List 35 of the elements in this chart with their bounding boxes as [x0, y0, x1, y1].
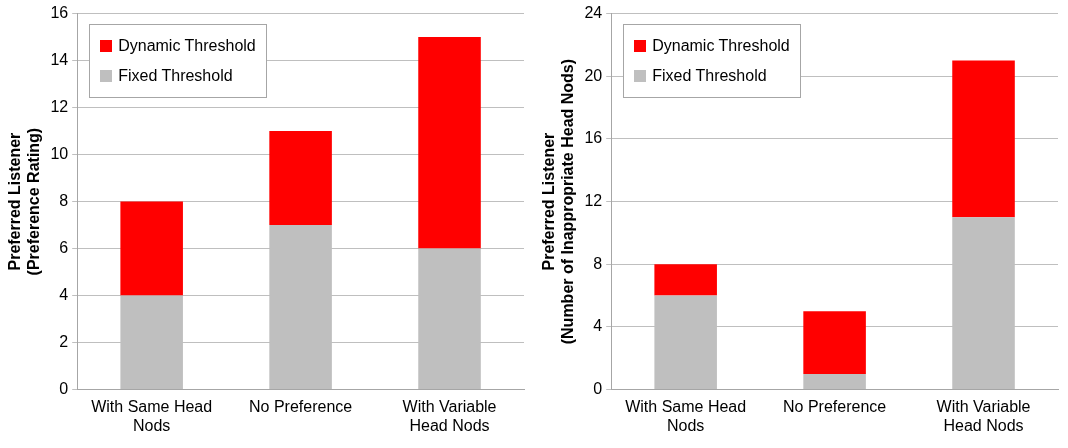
- bar: [418, 37, 481, 249]
- y-tick-label: 8: [593, 254, 603, 272]
- x-tick-label: With Variable Head Nods: [402, 397, 497, 434]
- bar: [952, 60, 1015, 218]
- y-tick-label: 12: [50, 98, 69, 116]
- legend-label: Fixed Threshold: [118, 66, 233, 85]
- legend-label: Fixed Threshold: [652, 66, 767, 85]
- y-tick-label: 12: [584, 192, 603, 210]
- y-tick-label: 0: [593, 380, 603, 398]
- y-tick-label: 10: [50, 145, 69, 163]
- y-tick-label: 8: [59, 192, 69, 210]
- bar: [803, 373, 866, 390]
- y-tick-label: 6: [59, 239, 69, 257]
- x-tick-label: No Preference: [783, 397, 887, 415]
- y-tick-label: 16: [584, 129, 603, 147]
- y-tick-label: 14: [50, 51, 69, 69]
- y-tick-label: 2: [59, 333, 69, 351]
- x-tick-label: With Same Head Nods: [625, 397, 747, 434]
- y-tick-label: 4: [59, 286, 69, 304]
- bar: [120, 201, 183, 296]
- bar: [269, 131, 332, 226]
- y-axis-title: Preferred Listener (Number of Inappropriate Head Nods): [540, 58, 577, 345]
- legend-label: Dynamic Threshold: [118, 36, 256, 55]
- y-tick-label: 20: [584, 66, 603, 84]
- legend-label: Dynamic Threshold: [652, 36, 790, 55]
- y-axis-title: Preferred Listener (Preference Rating): [6, 127, 43, 276]
- x-tick-label: With Same Head Nods: [91, 397, 213, 434]
- y-tick-label: 16: [50, 4, 69, 22]
- y-tick-label: 24: [584, 4, 603, 22]
- x-tick-label: No Preference: [249, 397, 353, 415]
- bar: [654, 264, 717, 296]
- y-tick-label: 4: [593, 317, 603, 335]
- x-tick-label: With Variable Head Nods: [936, 397, 1031, 434]
- bar: [803, 311, 866, 374]
- y-tick-label: 0: [59, 380, 69, 398]
